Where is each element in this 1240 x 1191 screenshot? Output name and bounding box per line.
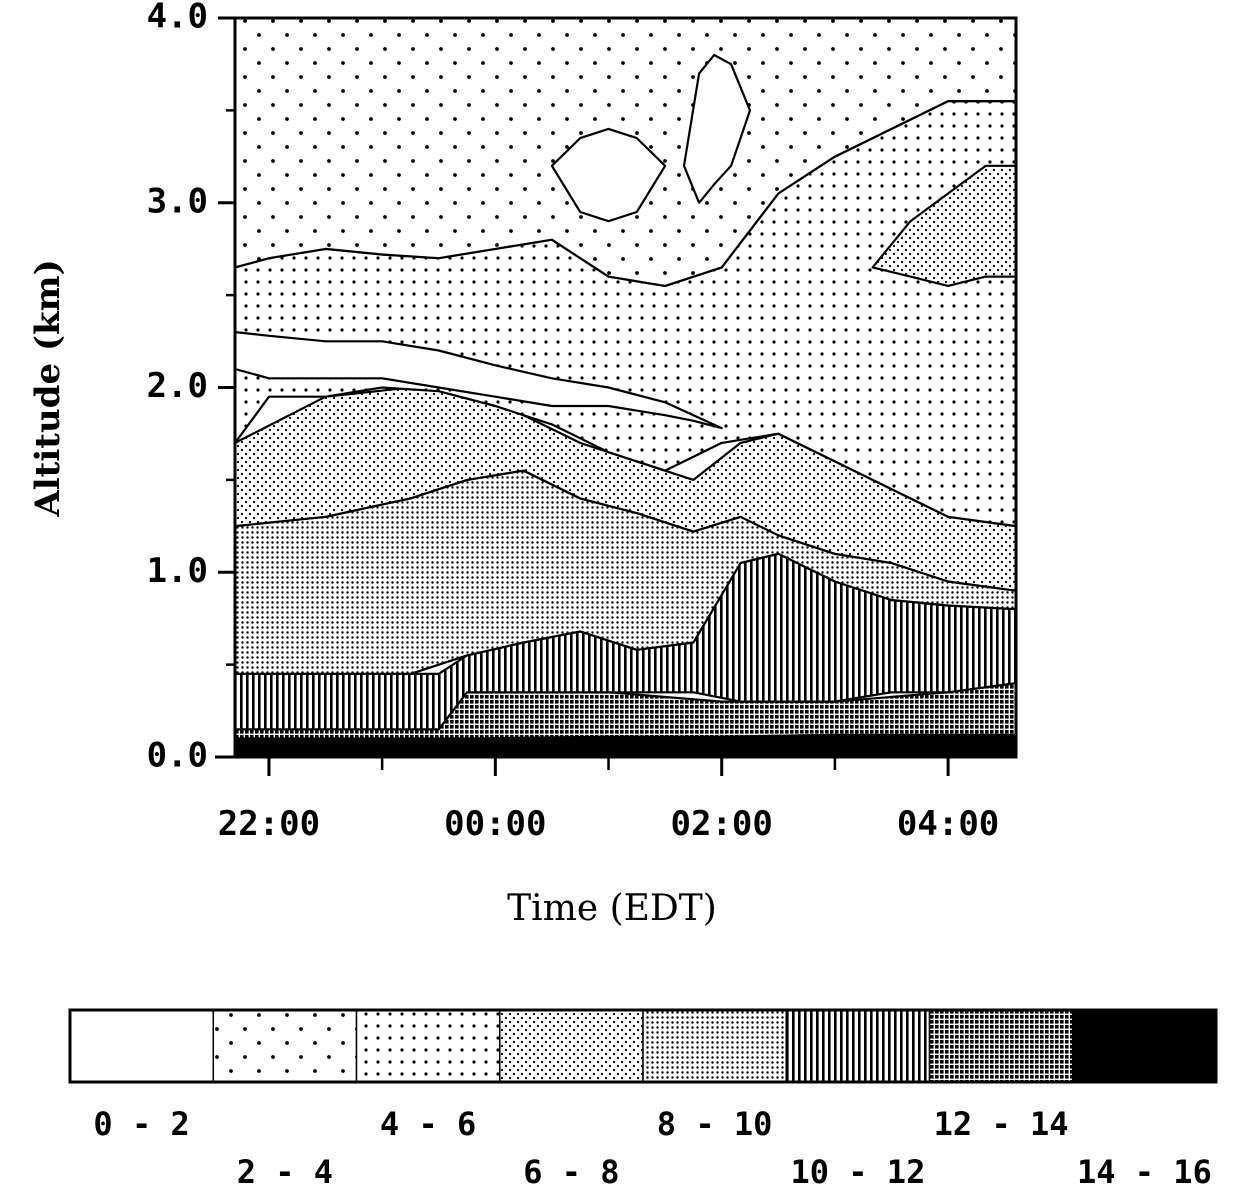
x-tick-label-2: 02:00	[671, 804, 773, 844]
y-ticks: 0.0 1.0 2.0 3.0 4.0	[147, 0, 235, 776]
plot-area	[233, 16, 1018, 759]
contour-region-8	[233, 331, 723, 430]
x-ticks: 22:00 00:00 02:00 04:00	[218, 757, 999, 844]
y-axis: 0.0 1.0 2.0 3.0 4.0 Altitude (km)	[28, 0, 237, 776]
legend-swatch-5	[785, 1009, 931, 1083]
x-tick-label-0: 22:00	[218, 804, 320, 844]
legend-frame	[68, 1008, 1218, 1084]
legend-swatch-1	[212, 1009, 358, 1083]
y-tick-label-1: 1.0	[147, 551, 208, 591]
legend-label-3: 6 - 8	[523, 1153, 619, 1191]
legend-label-2: 4 - 6	[380, 1105, 476, 1143]
x-tick-label-3: 04:00	[897, 804, 999, 844]
legend-swatch-3	[499, 1009, 644, 1083]
legend-label-5: 10 - 12	[790, 1153, 925, 1191]
contour-region-10	[682, 53, 752, 204]
legend-swatch-0	[69, 1009, 215, 1083]
legend-label-4: 8 - 10	[657, 1105, 773, 1143]
legend-swatch-7	[1072, 1009, 1217, 1083]
x-axis-title: Time (EDT)	[507, 888, 717, 929]
legend-swatch-4	[642, 1009, 788, 1083]
legend-label-7: 14 - 16	[1077, 1153, 1212, 1191]
legend-label-6: 12 - 14	[934, 1105, 1069, 1143]
y-axis-title: Altitude (km)	[28, 259, 68, 517]
y-tick-label-0: 0.0	[147, 736, 208, 776]
legend-label-1: 2 - 4	[237, 1153, 333, 1191]
x-tick-label-1: 00:00	[444, 804, 546, 844]
y-tick-label-2: 2.0	[147, 366, 208, 406]
legend-label-0: 0 - 2	[93, 1105, 189, 1143]
legend-swatch-6	[928, 1009, 1074, 1083]
contour-regions	[233, 16, 1018, 759]
x-axis: 22:00 00:00 02:00 04:00 Time (EDT)	[215, 755, 1016, 929]
legend-swatch-2	[355, 1009, 501, 1083]
y-tick-label-3: 3.0	[147, 181, 208, 221]
contour-region-9	[550, 127, 667, 223]
y-tick-label-4: 4.0	[147, 0, 208, 37]
